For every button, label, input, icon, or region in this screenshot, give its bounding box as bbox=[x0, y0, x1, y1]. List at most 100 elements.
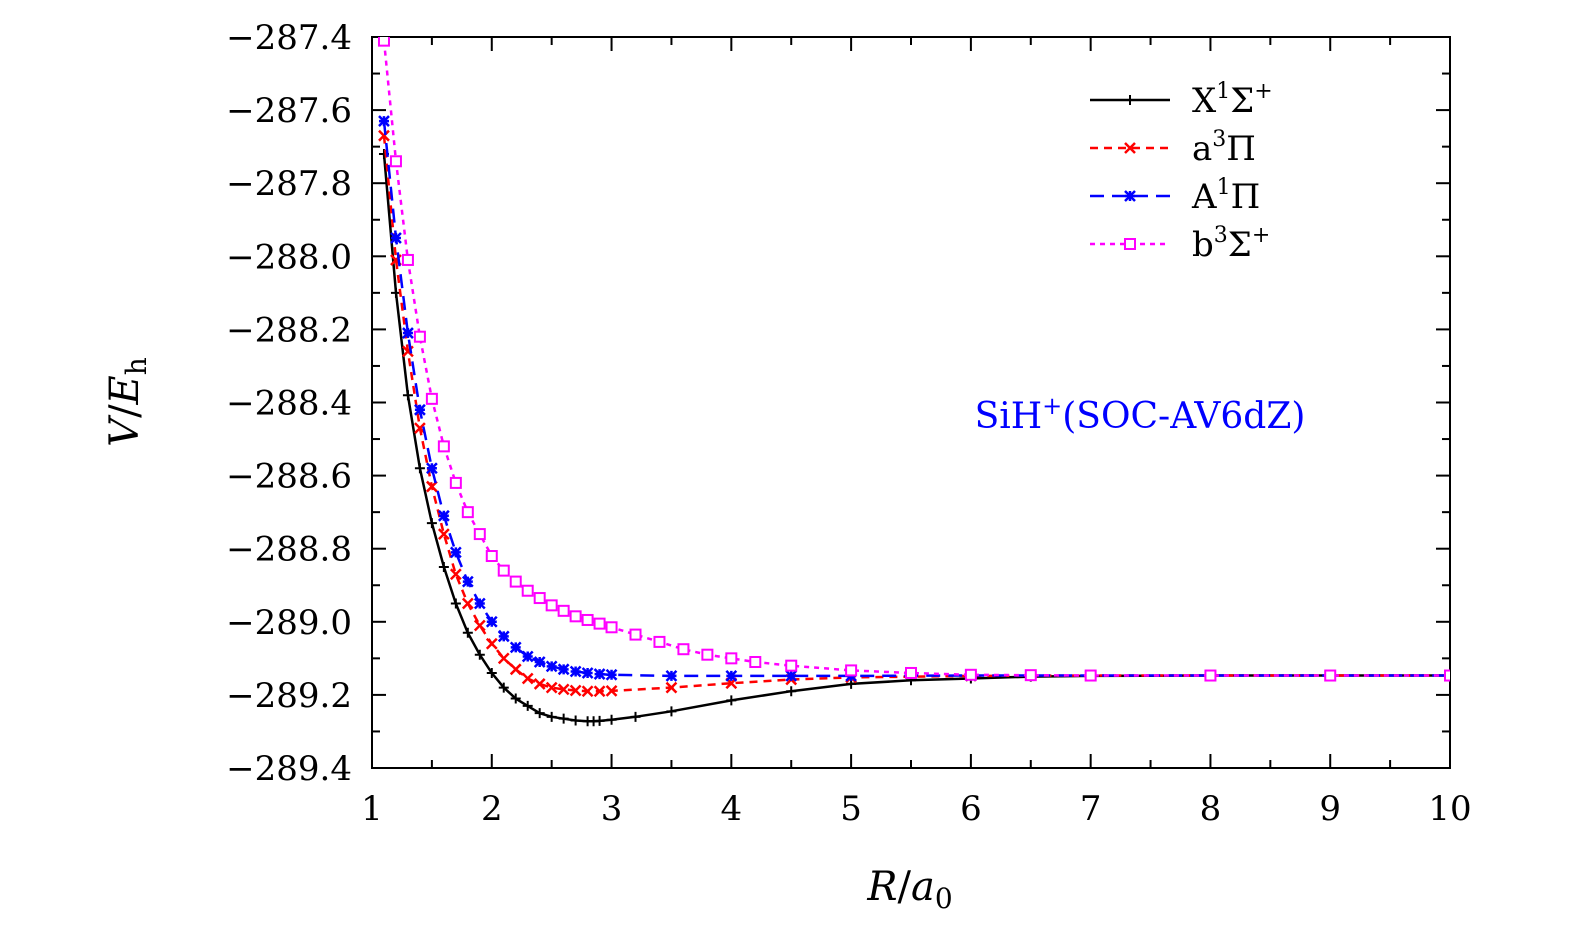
data-point bbox=[569, 665, 582, 678]
data-point bbox=[437, 440, 450, 453]
series-0 bbox=[378, 148, 1450, 727]
data-point bbox=[461, 575, 474, 588]
data-point bbox=[605, 684, 618, 697]
data-point bbox=[510, 693, 521, 704]
data-point bbox=[593, 685, 606, 698]
data-point bbox=[666, 706, 677, 717]
data-point bbox=[570, 715, 581, 726]
data-point bbox=[665, 681, 678, 694]
data-point bbox=[378, 115, 390, 127]
data-point bbox=[414, 403, 426, 416]
legend-label: A1Π bbox=[1191, 175, 1260, 217]
data-point bbox=[533, 656, 546, 668]
data-point bbox=[1444, 669, 1450, 682]
data-point bbox=[437, 528, 450, 540]
data-point bbox=[522, 700, 533, 711]
y-tick-label: −287.4 bbox=[226, 18, 352, 58]
data-point bbox=[438, 561, 449, 572]
legend-label: X1Σ+ bbox=[1192, 79, 1273, 121]
data-point bbox=[749, 656, 762, 669]
data-point bbox=[593, 668, 606, 680]
data-point bbox=[473, 528, 486, 541]
legend-item: a3Π bbox=[1090, 127, 1256, 169]
data-point bbox=[485, 637, 498, 650]
data-point bbox=[785, 670, 798, 682]
legend-marker bbox=[1125, 95, 1135, 105]
data-point bbox=[485, 615, 498, 628]
data-point bbox=[557, 663, 570, 676]
data-point bbox=[557, 604, 570, 617]
data-point bbox=[725, 670, 738, 682]
x-tick-label: 4 bbox=[721, 789, 743, 829]
data-point bbox=[726, 695, 737, 706]
data-point bbox=[569, 684, 582, 697]
data-point bbox=[437, 509, 450, 522]
data-point bbox=[665, 670, 678, 682]
y-tick-label: −288.0 bbox=[226, 237, 352, 277]
data-point bbox=[593, 617, 606, 630]
x-tick-label: 10 bbox=[1428, 789, 1471, 829]
y-tick-label: −289.4 bbox=[226, 749, 352, 789]
x-tick-label: 3 bbox=[601, 789, 623, 829]
y-tick-label: −289.2 bbox=[226, 676, 352, 716]
y-tick-label: −288.8 bbox=[226, 530, 352, 570]
data-point bbox=[378, 129, 390, 142]
x-axis-label: R/a0 bbox=[866, 864, 952, 915]
data-point bbox=[557, 683, 570, 696]
data-point bbox=[449, 546, 462, 559]
data-point bbox=[485, 550, 498, 563]
data-point bbox=[629, 628, 642, 641]
data-point bbox=[1204, 669, 1217, 682]
data-point bbox=[605, 668, 618, 681]
data-point bbox=[462, 627, 473, 638]
data-point bbox=[845, 664, 858, 677]
data-point bbox=[569, 610, 582, 623]
y-axis-label: V/Eh bbox=[102, 357, 153, 447]
data-point bbox=[581, 685, 594, 698]
data-point bbox=[473, 597, 486, 610]
data-point bbox=[521, 650, 534, 663]
x-tick-label: 2 bbox=[481, 789, 503, 829]
data-point bbox=[605, 621, 618, 634]
legend-label: b3Σ+ bbox=[1192, 223, 1270, 265]
data-point bbox=[546, 711, 557, 722]
series-2 bbox=[378, 115, 1450, 682]
data-point bbox=[402, 390, 413, 401]
legend-marker bbox=[1124, 190, 1136, 202]
data-point bbox=[701, 648, 714, 661]
legend-item: A1Π bbox=[1090, 175, 1260, 217]
data-point bbox=[473, 619, 486, 632]
data-point bbox=[461, 506, 474, 519]
data-point bbox=[402, 327, 414, 339]
data-point bbox=[606, 714, 617, 725]
data-point bbox=[545, 599, 558, 612]
x-tick-label: 7 bbox=[1080, 789, 1102, 829]
data-point bbox=[497, 564, 510, 577]
series-line bbox=[382, 153, 1450, 723]
legend-marker bbox=[1124, 238, 1136, 250]
data-point bbox=[1024, 669, 1037, 682]
y-tick-label: −287.6 bbox=[226, 91, 352, 131]
data-point bbox=[413, 330, 426, 343]
data-point bbox=[534, 708, 545, 719]
series-line bbox=[382, 120, 1450, 678]
data-point bbox=[677, 643, 690, 656]
data-point bbox=[497, 652, 510, 665]
data-point bbox=[1084, 669, 1097, 682]
legend-item: b3Σ+ bbox=[1090, 223, 1270, 265]
data-point bbox=[630, 711, 641, 722]
data-point bbox=[498, 682, 509, 693]
legend-item: X1Σ+ bbox=[1090, 79, 1273, 121]
data-point bbox=[521, 584, 534, 597]
x-tick-label: 8 bbox=[1200, 789, 1222, 829]
series-line bbox=[382, 40, 1450, 677]
annotation-label: SiH+(SOC-AV6dZ) bbox=[975, 392, 1306, 437]
axis-ticks: 1 2 3 4 5 6 7 8 9 10 −287.4 −287.6 −287.8 −288.0 −288.… bbox=[226, 18, 1471, 829]
data-point bbox=[521, 672, 534, 685]
data-point bbox=[426, 462, 438, 475]
data-point bbox=[497, 630, 510, 643]
x-tick-label: 9 bbox=[1319, 789, 1341, 829]
data-point bbox=[425, 392, 438, 405]
y-tick-label: −287.8 bbox=[226, 164, 352, 204]
data-point bbox=[390, 232, 402, 244]
